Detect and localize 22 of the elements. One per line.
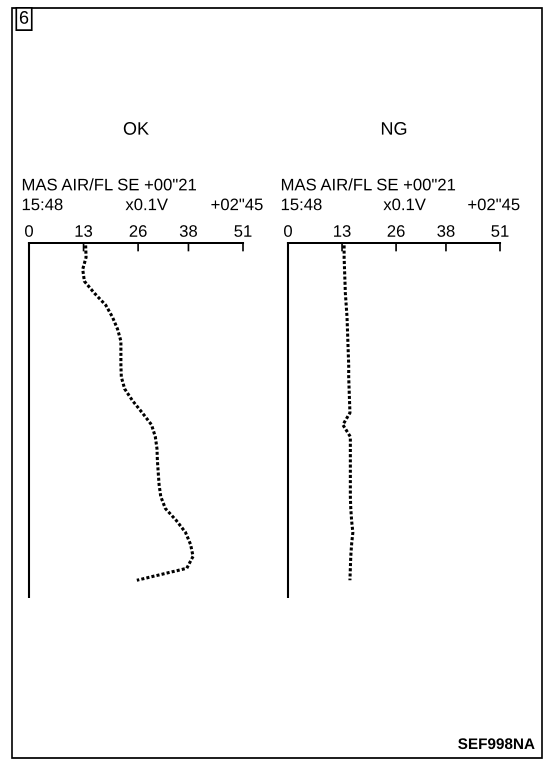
text: SEF998NA <box>458 738 535 750</box>
text: x0.1V <box>383 198 426 210</box>
text: MAS AIR/FL SE +00"21 <box>22 178 196 190</box>
text: x0.1V <box>126 198 168 210</box>
x-tick-label: 0 <box>284 225 292 237</box>
text: +02"45 <box>468 198 520 210</box>
chart-title: OK <box>124 122 149 135</box>
text: +02"45 <box>211 198 263 210</box>
text: 15:48 <box>282 198 322 210</box>
text: 15:48 <box>22 198 62 210</box>
x-tick-label: 26 <box>388 225 405 237</box>
x-tick-label: 38 <box>437 225 455 237</box>
x-tick-label: 51 <box>491 225 508 237</box>
chart-title: NG <box>382 122 406 135</box>
x-tick-label: 13 <box>76 225 92 237</box>
x-tick-label: 51 <box>234 225 252 237</box>
x-tick-label: 38 <box>180 225 197 237</box>
x-tick-label: 0 <box>25 225 33 237</box>
x-tick-label: 26 <box>130 225 147 237</box>
x-tick-label: 13 <box>334 225 351 237</box>
text: 6 <box>20 11 28 24</box>
text: MAS AIR/FL SE +00"21 <box>282 178 456 190</box>
